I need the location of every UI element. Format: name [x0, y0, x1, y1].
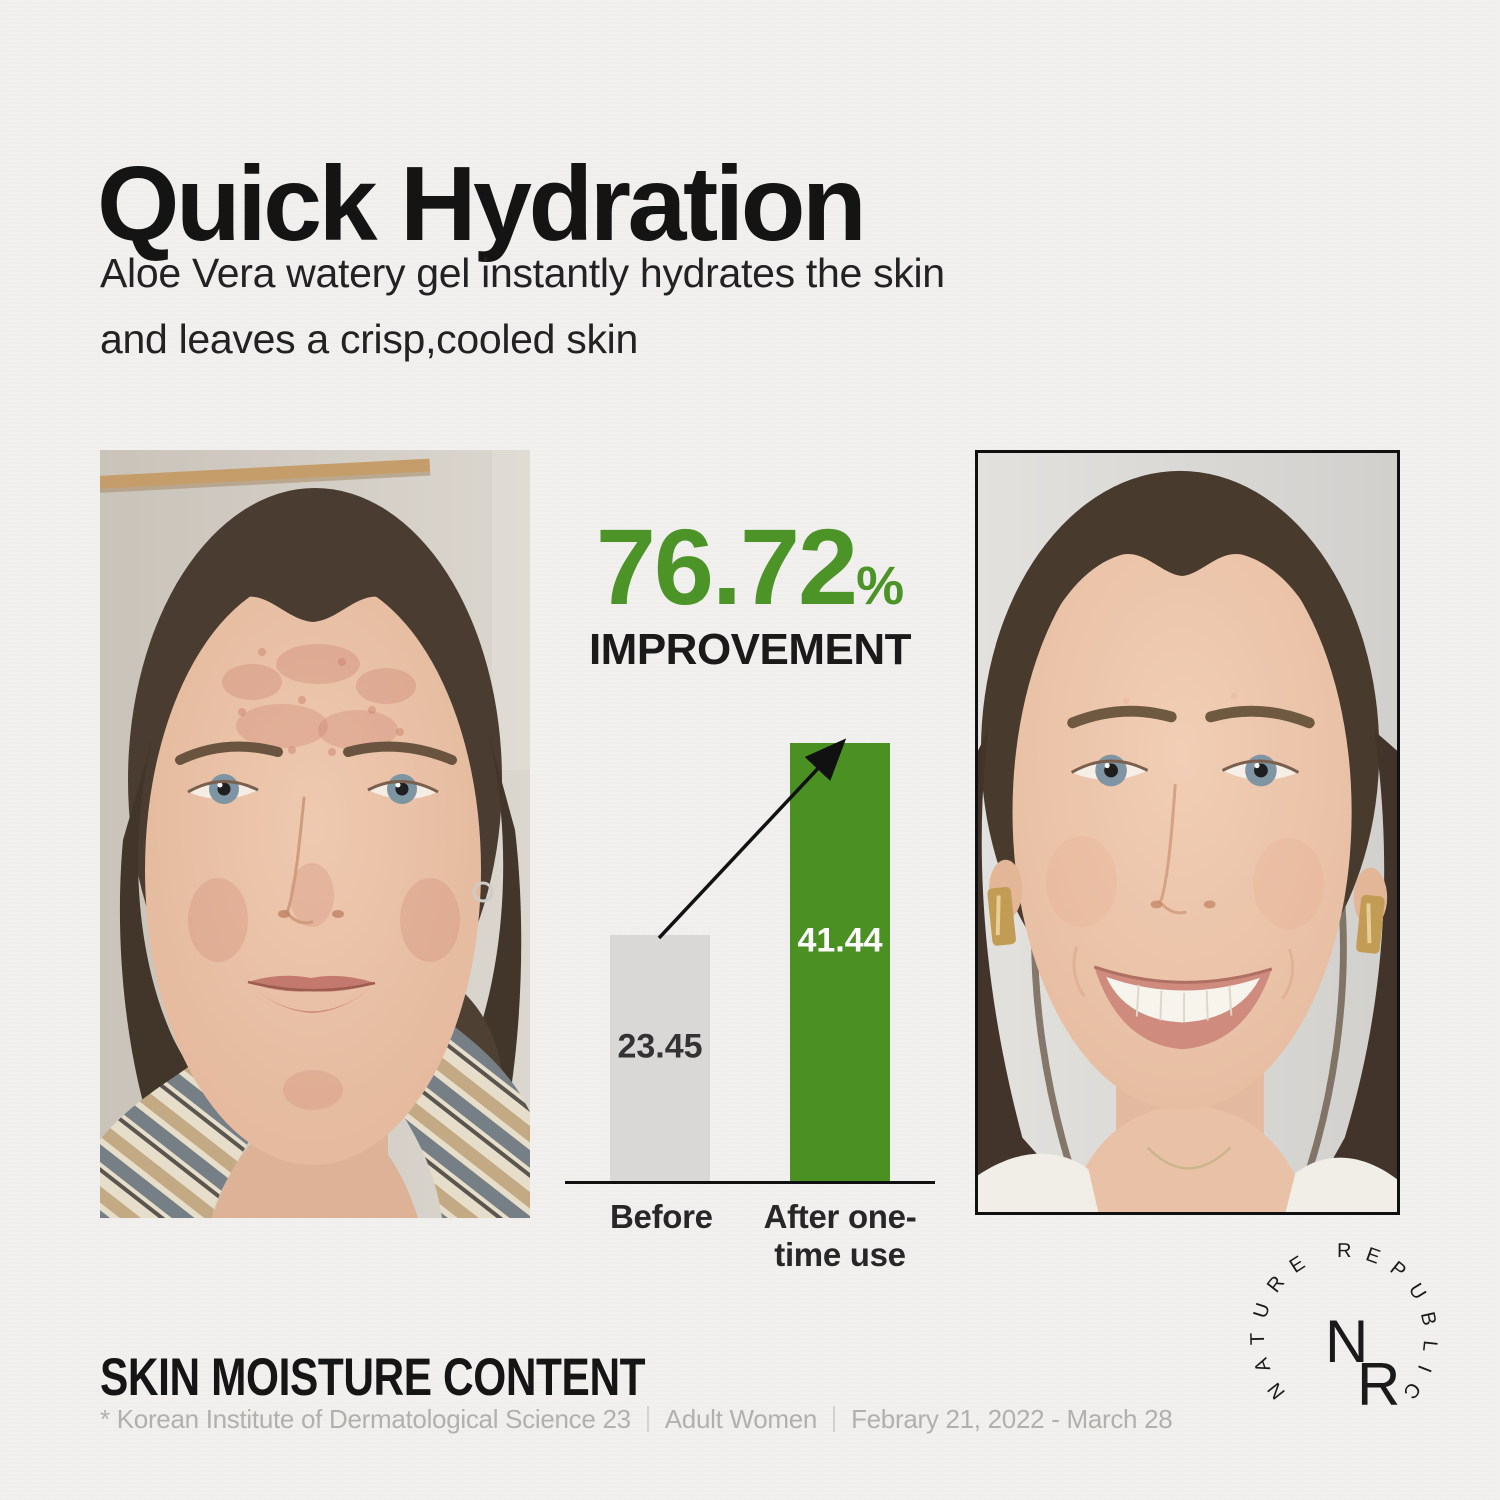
- after-eyes: [1070, 754, 1300, 787]
- before-eyebrows: [175, 741, 457, 765]
- footnote-subjects: Adult Women: [664, 1404, 818, 1434]
- nature-republic-logo: NATURE REPUBLIC N R: [1247, 1242, 1447, 1442]
- subtitle-line-1: Aloe Vera watery gel instantly hydrates …: [100, 250, 945, 296]
- before-face: [145, 542, 494, 1165]
- before-mouth: [247, 975, 376, 1013]
- bar-before-value: 23.45: [617, 1027, 703, 1066]
- after-smile-mouth: [1072, 946, 1295, 1050]
- page-subtitle: Aloe Vera watery gel instantly hydrates …: [100, 240, 945, 373]
- category-label-after: After one-time use: [763, 1198, 917, 1273]
- logo-monogram-r: R: [1357, 1351, 1400, 1418]
- chart-baseline: [565, 1181, 935, 1184]
- gold-earrings: [987, 859, 1388, 954]
- nature-republic-logo-svg: NATURE REPUBLIC N R: [1247, 1242, 1441, 1418]
- moisture-bar-chart: 23.45 41.44 Before After one-time use: [565, 700, 935, 1273]
- before-nose: [278, 796, 344, 925]
- before-photo: [100, 450, 530, 1218]
- wooden-hanger-bar: [100, 458, 431, 490]
- stat-value-row: 76.72%: [565, 513, 935, 621]
- footnote-separator: [646, 1406, 649, 1432]
- after-top-clothing: [978, 1153, 1397, 1212]
- gold-necklace: [1146, 1146, 1232, 1170]
- page-title: Quick Hydration: [97, 145, 867, 264]
- after-nose: [1150, 783, 1216, 915]
- after-hairline: [1012, 507, 1352, 731]
- footnote-dates: Febrary 21, 2022 - March 28: [851, 1404, 1173, 1434]
- before-eyes: [187, 774, 439, 804]
- bar-after: 41.44: [790, 743, 890, 1184]
- stat-percent-sign: %: [856, 556, 905, 616]
- before-hairline: [145, 542, 481, 770]
- improvement-stat: 76.72% IMPROVEMENT: [565, 513, 935, 675]
- footnote: * Korean Institute of Dermatological Sci…: [100, 1404, 1173, 1435]
- after-photo: [975, 450, 1400, 1215]
- before-portrait-illustration: [100, 450, 530, 1218]
- section-heading: SKIN MOISTURE CONTENT: [100, 1347, 646, 1407]
- increase-arrow: [657, 738, 847, 940]
- bar-before: 23.45: [610, 935, 710, 1184]
- subtitle-line-2: and leaves a crisp,cooled skin: [100, 316, 638, 363]
- footnote-separator: [833, 1406, 836, 1432]
- bar-after-value: 41.44: [797, 921, 883, 960]
- footnote-source: * Korean Institute of Dermatological Sci…: [100, 1404, 631, 1434]
- stat-label: IMPROVEMENT: [588, 625, 912, 674]
- before-skin-redness: [188, 644, 460, 1110]
- after-portrait-illustration: [978, 453, 1397, 1212]
- after-face: [1012, 507, 1352, 1110]
- silver-earring: [472, 881, 494, 903]
- after-cheek-blush: [1046, 692, 1325, 930]
- stat-value: 76.72: [595, 506, 858, 627]
- logo-monogram-n: N: [1325, 1308, 1368, 1375]
- category-label-before: Before: [610, 1198, 713, 1235]
- after-eyebrows: [1067, 705, 1315, 729]
